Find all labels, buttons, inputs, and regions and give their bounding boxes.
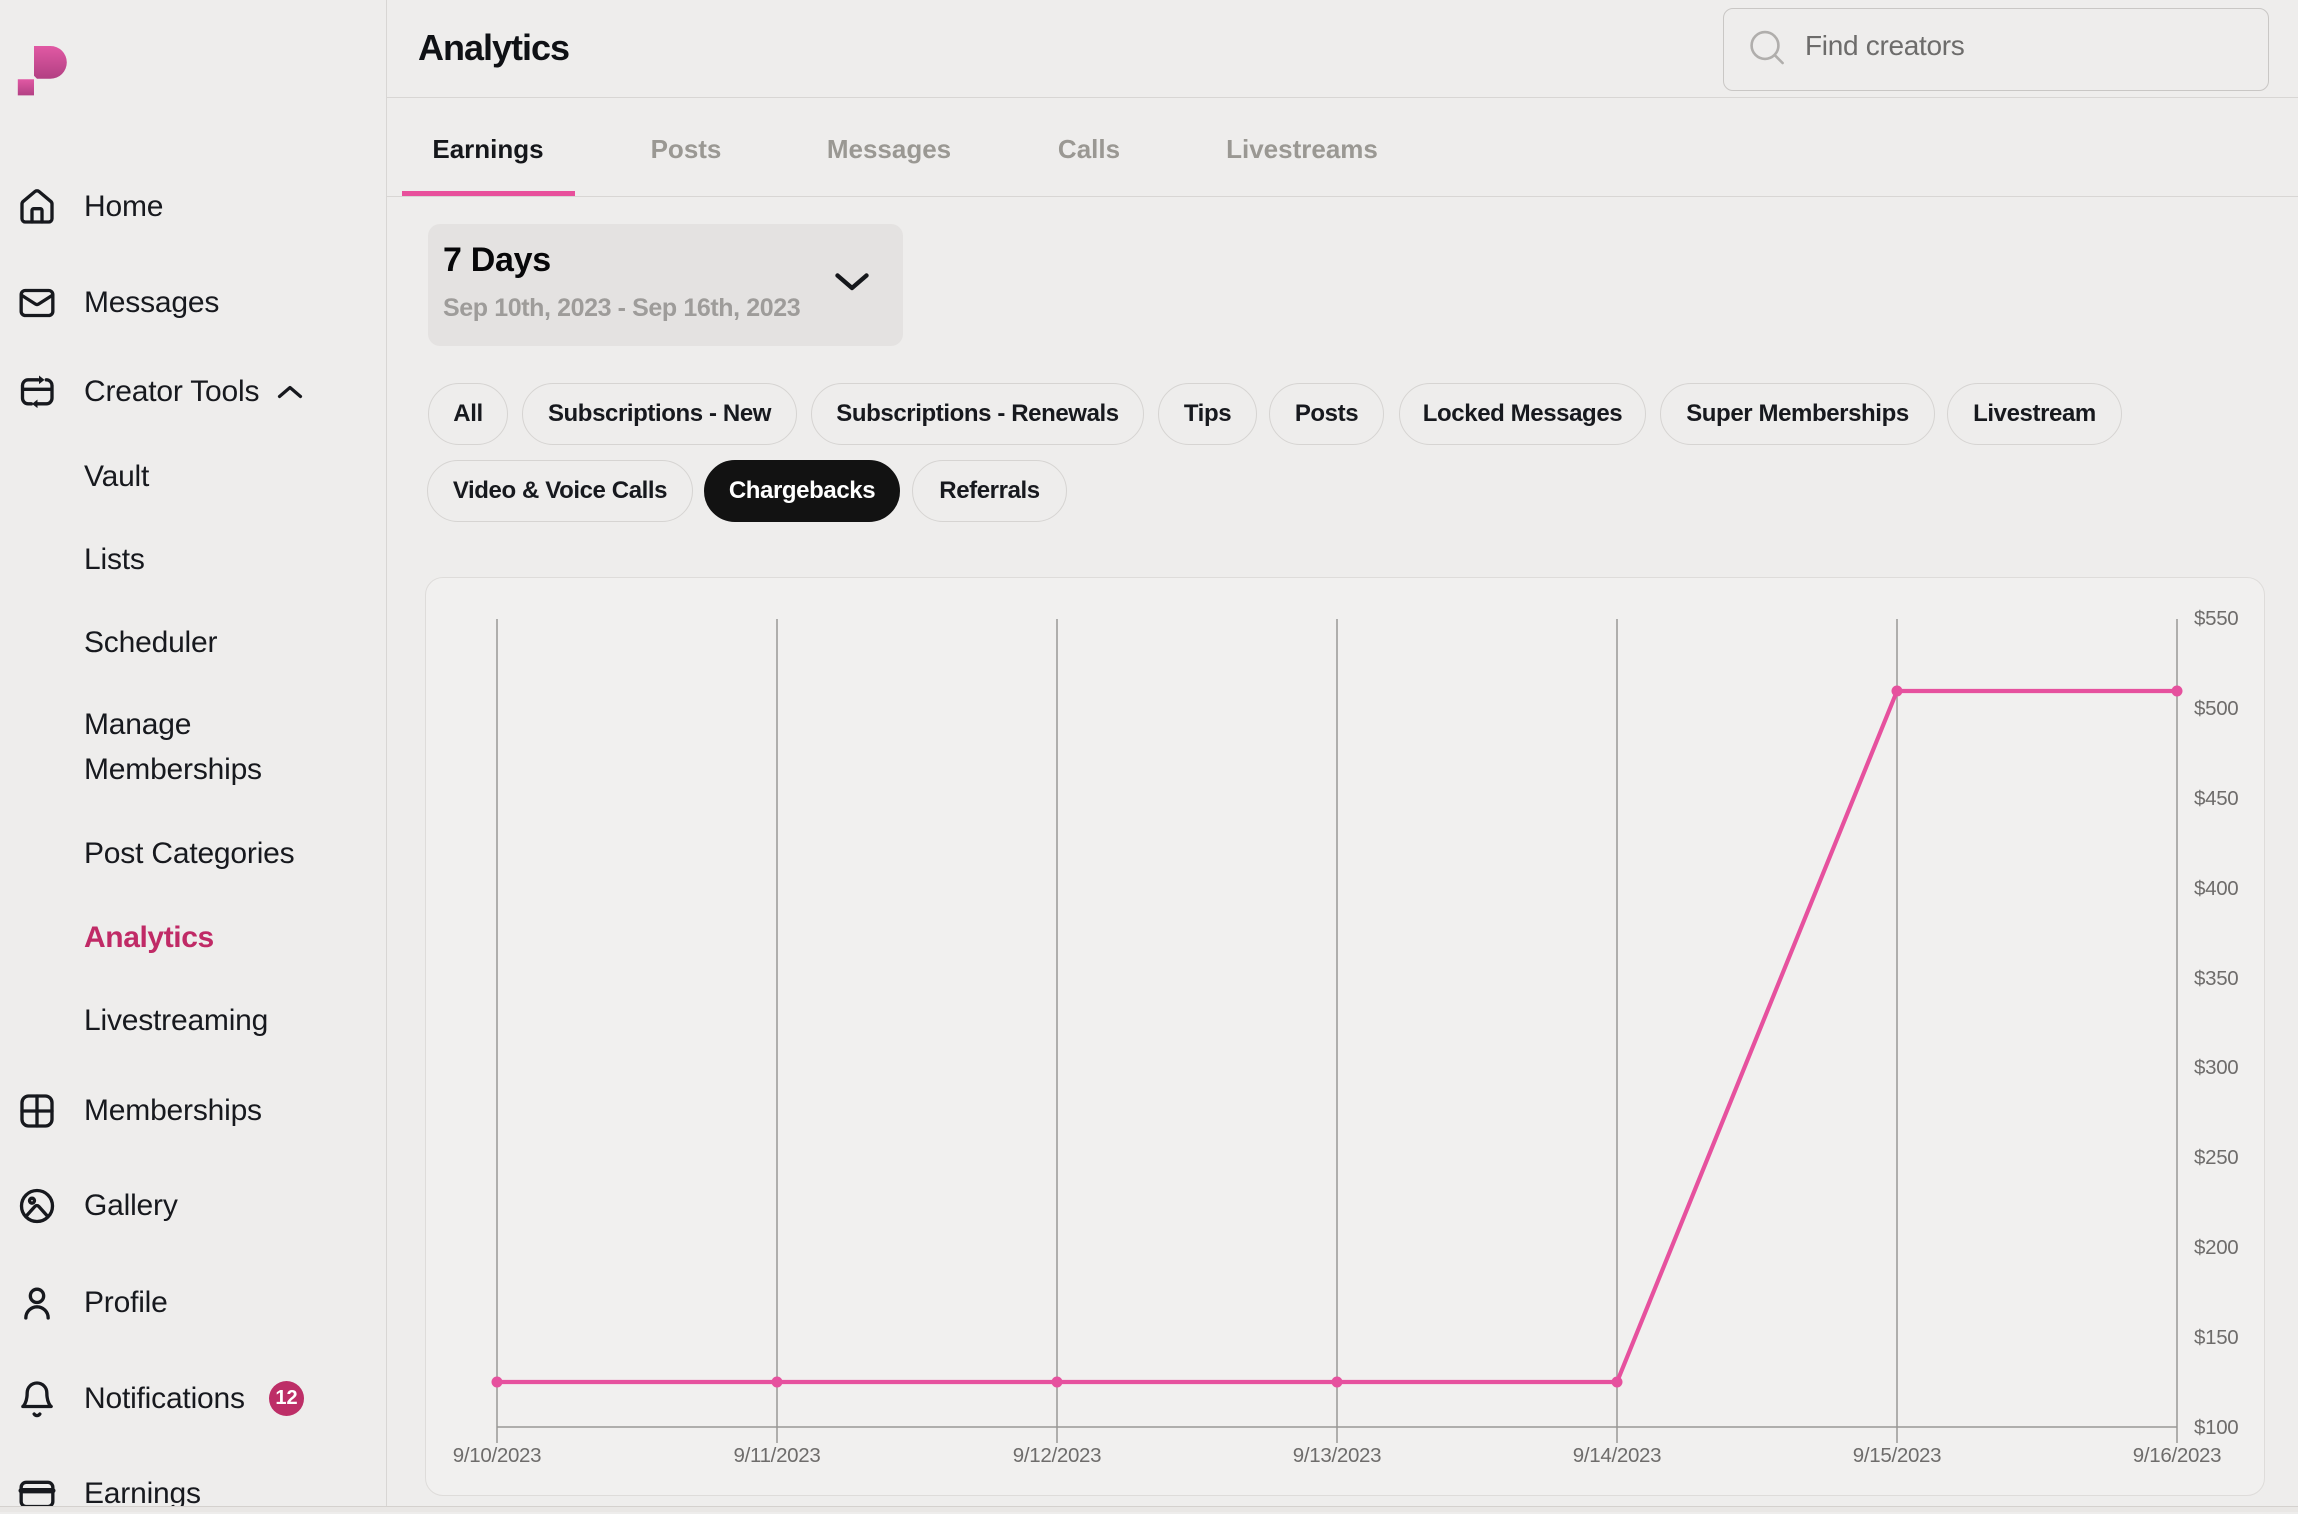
svg-text:$150: $150 xyxy=(2194,1326,2238,1349)
svg-text:$350: $350 xyxy=(2194,967,2238,990)
svg-text:9/10/2023: 9/10/2023 xyxy=(453,1444,542,1467)
svg-text:9/14/2023: 9/14/2023 xyxy=(1573,1444,1662,1467)
svg-text:$450: $450 xyxy=(2194,787,2238,810)
svg-text:$300: $300 xyxy=(2194,1056,2238,1079)
svg-text:$400: $400 xyxy=(2194,877,2238,900)
svg-text:9/15/2023: 9/15/2023 xyxy=(1853,1444,1942,1467)
svg-text:$200: $200 xyxy=(2194,1236,2238,1259)
svg-text:$100: $100 xyxy=(2194,1416,2238,1439)
svg-text:$550: $550 xyxy=(2194,607,2238,630)
svg-text:9/16/2023: 9/16/2023 xyxy=(2133,1444,2222,1467)
svg-text:$500: $500 xyxy=(2194,697,2238,720)
svg-text:$250: $250 xyxy=(2194,1146,2238,1169)
svg-text:9/12/2023: 9/12/2023 xyxy=(1013,1444,1102,1467)
svg-text:9/11/2023: 9/11/2023 xyxy=(734,1444,821,1467)
svg-text:9/13/2023: 9/13/2023 xyxy=(1293,1444,1382,1467)
